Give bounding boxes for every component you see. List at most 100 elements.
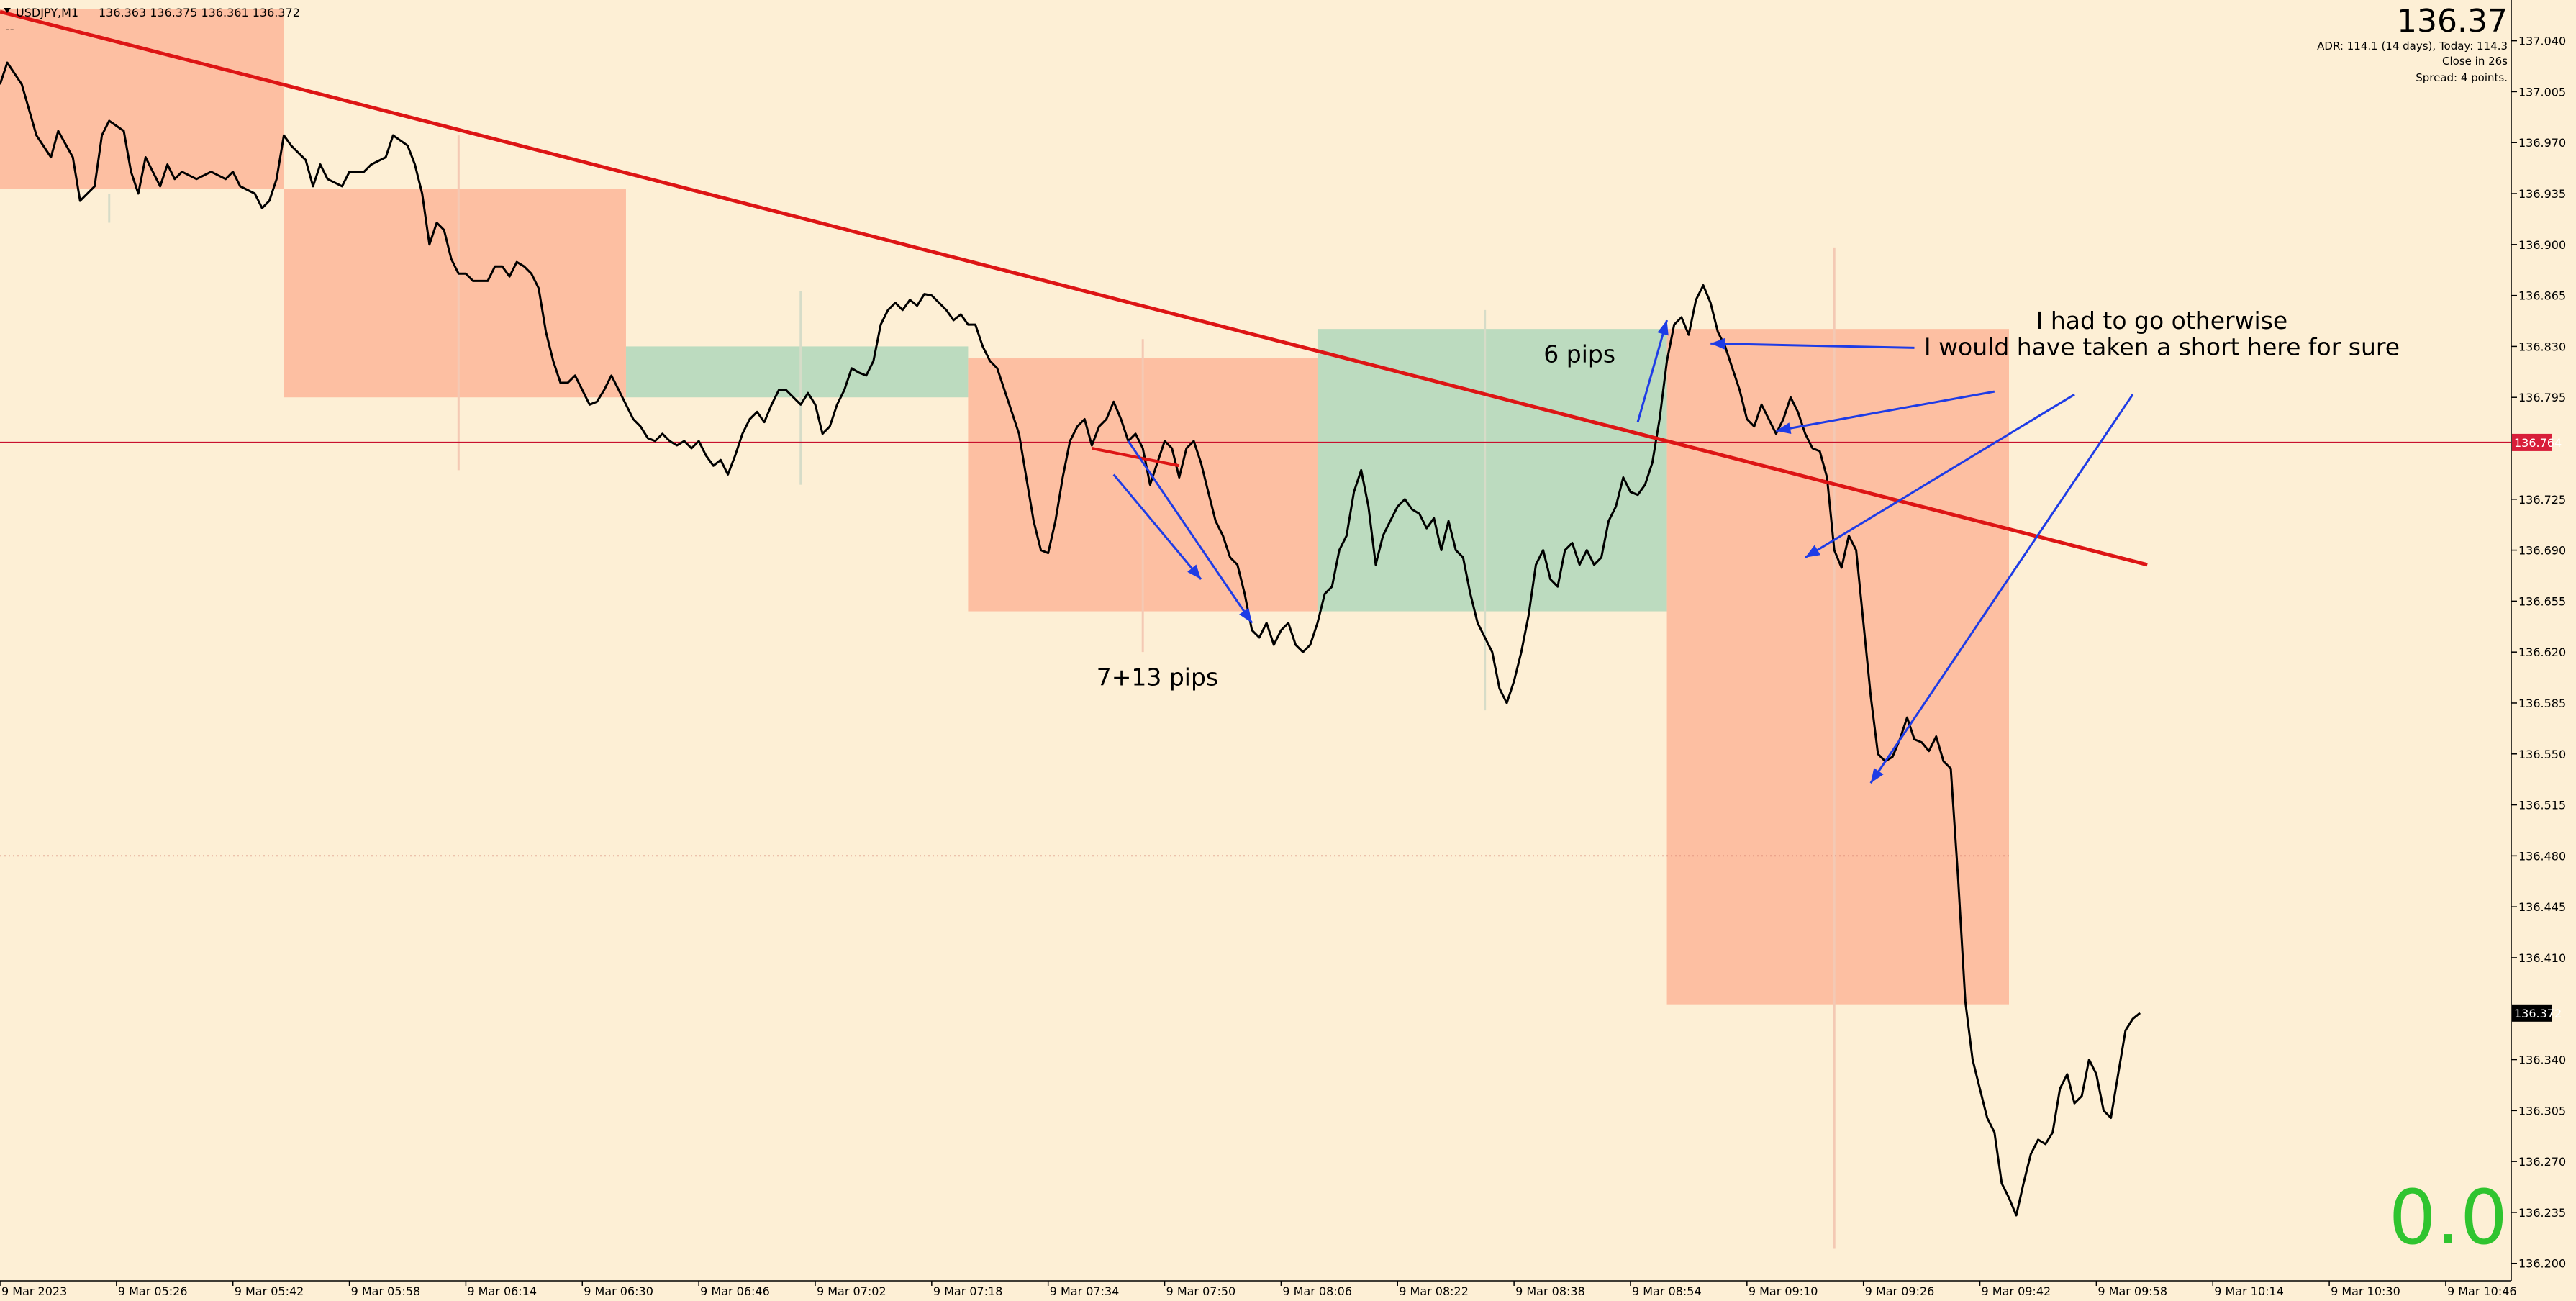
time-tick-label-1: 9 Mar 05:26 [118,1284,188,1298]
price-tick-label-18: 136.340 [2518,1053,2566,1067]
time-tick-label-20: 9 Mar 10:30 [2331,1284,2400,1298]
time-tick-label-0: 9 Mar 2023 [1,1284,67,1298]
spread-info: Spread: 4 points. [2416,71,2508,84]
info-panel: 136.37 ADR: 114.1 (14 days), Today: 114.… [2317,3,2508,84]
time-tick-label-13: 9 Mar 08:38 [1515,1284,1585,1298]
time-tick-label-15: 9 Mar 09:10 [1749,1284,1818,1298]
trendline-layer [0,9,2148,567]
level-tag: 136.764 [2512,433,2562,451]
time-tick-label-4: 9 Mar 06:14 [467,1284,537,1298]
price-tick-label-11: 136.620 [2518,645,2566,659]
price-tick-label-22: 136.200 [2518,1257,2566,1271]
arrow-head-3 [1710,337,1725,350]
adr-info: ADR: 114.1 (14 days), Today: 114.3 [2317,40,2508,53]
price-tick-label-7: 136.795 [2518,391,2566,404]
annotation-arrow-5 [1804,393,2075,558]
arrow-shaft-1 [1127,440,1253,624]
header-sub-line: -- [6,22,14,36]
close-timer: Close in 26s [2442,55,2508,68]
time-tick-label-12: 9 Mar 08:22 [1399,1284,1469,1298]
chart-header: USDJPY,M1 136.363 136.375 136.361 136.37… [4,6,300,36]
annotation-arrow-6 [1869,394,2134,784]
price-tick-label-13: 136.550 [2518,748,2566,761]
ohlc-values: 136.363 136.375 136.361 136.372 [99,6,300,19]
arrow-shaft-0 [1112,473,1202,581]
sell-zone-0 [0,9,284,189]
chevron-down-icon[interactable] [4,8,11,13]
arrow-head-1 [1239,607,1252,623]
arrow-shaft-3 [1710,342,1915,349]
annotation-text-0: 7+13 pips [1097,663,1218,692]
price-tick-label-4: 136.900 [2518,238,2566,252]
time-axis[interactable]: 9 Mar 2023 9 Mar 05:26 9 Mar 05:42 9 Mar 05… [0,1281,2517,1298]
time-tick-label-17: 9 Mar 09:42 [1982,1284,2051,1298]
price-tick-label-19: 136.305 [2518,1104,2566,1118]
annotation-text-1: 6 pips [1543,340,1615,368]
buy-zone-2 [625,346,969,398]
price-tick-label-12: 136.585 [2518,697,2566,710]
short-entry-marker [1091,447,1180,468]
annotation-arrow-3 [1710,337,1915,350]
price-tick-label-8: 136.725 [2518,493,2566,507]
time-tick-label-5: 9 Mar 06:30 [584,1284,653,1298]
current-price-tag-background [2512,1004,2552,1022]
price-tick-label-20: 136.270 [2518,1155,2566,1169]
current-price-tag: 136.372 [2512,1004,2562,1022]
level-tag-background [2512,433,2552,451]
arrow-shaft-6 [1869,394,2134,784]
arrow-head-2 [1657,320,1669,336]
trendline [0,9,2148,567]
time-tick-label-8: 9 Mar 07:18 [933,1284,1003,1298]
annotation-arrow-4 [1776,390,1995,435]
price-tick-label-15: 136.480 [2518,849,2566,863]
price-tick-label-16: 136.445 [2518,900,2566,914]
level-tag-label: 136.764 [2514,436,2562,450]
current-price-big: 136.37 [2397,3,2508,40]
arrow-head-0 [1187,564,1202,580]
time-tick-label-10: 9 Mar 07:50 [1166,1284,1236,1298]
price-tick-label-5: 136.865 [2518,289,2566,303]
price-tick-label-0: 137.040 [2518,35,2566,48]
symbol-label: USDJPY,M1 [16,6,78,19]
time-tick-label-14: 9 Mar 08:54 [1632,1284,1702,1298]
annotation-text-2: I had to go otherwise [2036,307,2288,335]
price-tick-label-10: 136.655 [2518,594,2566,608]
price-tick-label-3: 136.935 [2518,187,2566,201]
time-tick-label-3: 9 Mar 05:58 [351,1284,421,1298]
price-axis[interactable]: 137.040 137.005 136.970 136.935 136.900 136.8… [2511,35,2566,1271]
time-tick-label-9: 9 Mar 07:34 [1050,1284,1120,1298]
arrow-layer [1112,319,2134,784]
time-tick-label-16: 9 Mar 09:26 [1865,1284,1935,1298]
price-tick-label-6: 136.830 [2518,340,2566,353]
annotation-arrow-0 [1112,473,1202,581]
price-line [0,61,2141,1217]
sell-zone-1 [284,189,626,398]
annotation-arrow-1 [1127,440,1253,624]
annotation-text-3: I would have taken a short here for sure [1924,333,2400,361]
ghost-wicks-layer [108,135,1836,1249]
price-tick-label-2: 136.970 [2518,136,2566,150]
time-tick-label-21: 9 Mar 10:46 [2447,1284,2517,1298]
price-tick-label-1: 137.005 [2518,85,2566,99]
arrow-shaft-4 [1776,390,1995,432]
arrow-head-4 [1776,422,1792,435]
price-tick-label-9: 136.690 [2518,544,2566,558]
big-number: 0.0 [2389,1174,2508,1261]
time-tick-label-19: 9 Mar 10:14 [2214,1284,2284,1298]
price-tick-label-14: 136.515 [2518,799,2566,812]
time-tick-label-7: 9 Mar 07:02 [817,1284,886,1298]
sell-zone-5 [1666,329,2009,1005]
arrow-head-6 [1870,768,1884,784]
price-tick-label-17: 136.410 [2518,951,2566,965]
time-tick-label-18: 9 Mar 09:58 [2097,1284,2167,1298]
time-tick-label-11: 9 Mar 08:06 [1282,1284,1352,1298]
arrow-shaft-2 [1636,319,1668,423]
current-price-tag-label: 136.372 [2514,1007,2562,1020]
series-layer [0,61,2141,1217]
buy-zone-4 [1317,329,1667,612]
levels-layer [0,441,2511,857]
annotation-arrow-2 [1636,319,1669,423]
price-tick-label-21: 136.235 [2518,1206,2566,1220]
